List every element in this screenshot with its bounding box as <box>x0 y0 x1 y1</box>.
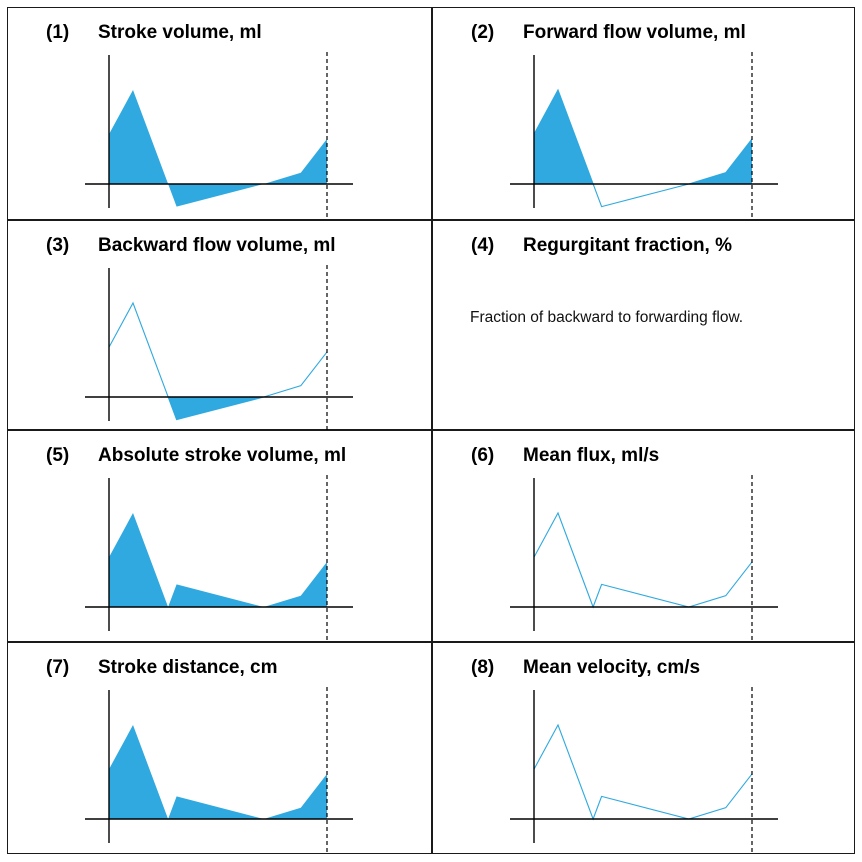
panel-description: Fraction of backward to forwarding flow. <box>470 309 744 326</box>
panel-number: (4) <box>471 235 495 256</box>
waveform-chart <box>85 687 353 853</box>
panel-4: (4) Regurgitant fraction, % Fraction of … <box>432 220 855 430</box>
panel-number: (3) <box>46 235 70 256</box>
waveform-area <box>534 90 752 184</box>
waveform-line <box>533 723 753 821</box>
waveform-chart <box>85 52 353 218</box>
waveform-chart <box>510 475 778 641</box>
waveform-area <box>109 397 327 420</box>
waveform-chart <box>510 52 778 218</box>
panel-title: Regurgitant fraction, % <box>523 235 733 256</box>
panel-7: (7) Stroke distance, cm <box>7 642 432 854</box>
panel-grid: (1) Stroke volume, ml (2) Forward flow v… <box>7 7 855 854</box>
waveform-line <box>533 88 753 208</box>
panel-title: Stroke volume, ml <box>98 22 262 43</box>
waveform-area <box>109 90 327 207</box>
waveform-chart <box>85 265 353 431</box>
panel-title: Mean velocity, cm/s <box>523 657 701 678</box>
panel-2: (2) Forward flow volume, ml <box>432 7 855 220</box>
panel-number: (6) <box>471 445 495 466</box>
panel-title: Forward flow volume, ml <box>523 22 746 43</box>
waveform-area <box>109 725 327 819</box>
panel-number: (7) <box>46 657 70 678</box>
waveform-chart <box>510 687 778 853</box>
panel-title: Backward flow volume, ml <box>98 235 336 256</box>
panel-6: (6) Mean flux, ml/s <box>432 430 855 642</box>
waveform-chart <box>85 475 353 641</box>
waveform-line <box>108 301 328 421</box>
panel-number: (1) <box>46 22 70 43</box>
panel-title: Mean flux, ml/s <box>523 445 660 466</box>
panel-title: Stroke distance, cm <box>98 657 278 678</box>
panel-5: (5) Absolute stroke volume, ml <box>7 430 432 642</box>
waveform-line <box>533 511 753 609</box>
waveform-area <box>109 513 327 607</box>
panel-8: (8) Mean velocity, cm/s <box>432 642 855 854</box>
panel-number: (5) <box>46 445 70 466</box>
panel-3: (3) Backward flow volume, ml <box>7 220 432 431</box>
panel-number: (8) <box>471 657 495 678</box>
panel-number: (2) <box>471 22 495 43</box>
panel-title: Absolute stroke volume, ml <box>98 445 347 466</box>
panel-1: (1) Stroke volume, ml <box>7 7 432 220</box>
